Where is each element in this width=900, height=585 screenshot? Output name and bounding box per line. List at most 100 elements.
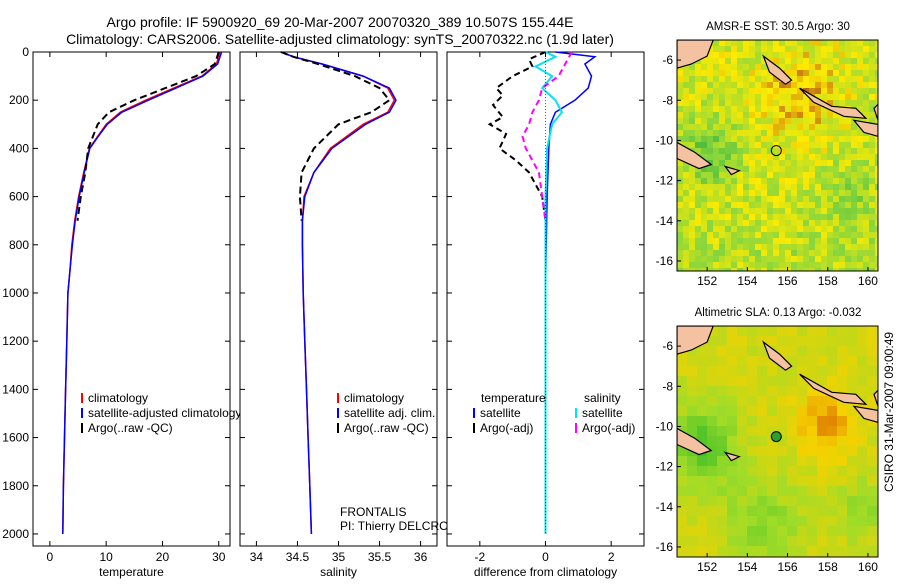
sst-cell (839, 238, 846, 245)
sla-cell (697, 476, 708, 487)
sst-cell (833, 250, 840, 257)
sla-cell (767, 356, 778, 367)
sst-cell (713, 256, 720, 263)
sst-cell (821, 64, 828, 71)
sla-cell (807, 556, 818, 557)
sst-cell (809, 118, 816, 125)
sst-cell (863, 178, 870, 185)
sst-cell (677, 112, 684, 119)
sst-cell (749, 142, 756, 149)
sst-land (799, 87, 868, 120)
sst-lat-tick-label: -14 (656, 214, 674, 228)
sla-cell (847, 466, 858, 477)
sst-cell (719, 160, 726, 167)
sla-cell (787, 346, 798, 357)
sla-cell (737, 406, 748, 417)
sla-cell (697, 396, 708, 407)
salinity-series-argo (280, 51, 391, 221)
sla-cell (717, 336, 728, 347)
sst-cell (821, 244, 828, 251)
sst-cell (869, 268, 876, 271)
sla-cell (687, 496, 698, 507)
sst-cell (779, 196, 786, 203)
sst-cell (695, 88, 702, 95)
sla-cell (857, 506, 868, 517)
sst-cell (719, 220, 726, 227)
sla-cell (797, 446, 808, 457)
sla-cell (827, 426, 838, 437)
sst-cell (731, 130, 738, 137)
sst-cell (791, 112, 798, 119)
sst-cell (749, 64, 756, 71)
sla-cell (787, 356, 798, 367)
sst-cell (827, 130, 834, 137)
sst-cell (725, 46, 732, 53)
sst-cell (821, 148, 828, 155)
sst-cell (701, 232, 708, 239)
sst-cell (731, 88, 738, 95)
sla-cell (797, 386, 808, 397)
sst-cell (827, 214, 834, 221)
sla-cell (777, 546, 788, 557)
sst-cell (803, 232, 810, 239)
sst-cell (689, 100, 696, 107)
sla-cell (857, 386, 868, 397)
sst-cell (689, 226, 696, 233)
sla-cell (687, 356, 698, 367)
sst-cell (689, 214, 696, 221)
sst-cell (815, 148, 822, 155)
sst-cell (857, 148, 864, 155)
sst-cell (869, 154, 876, 161)
sst-cell (815, 268, 822, 271)
sla-cell (847, 536, 858, 547)
sst-cell (737, 46, 744, 53)
sst-cell (719, 178, 726, 185)
sla-cell (677, 386, 688, 397)
sst-cell (875, 52, 878, 59)
sla-cell (877, 556, 878, 557)
sst-cell (761, 172, 768, 179)
sla-cell (687, 466, 698, 477)
sst-cell (713, 106, 720, 113)
sla-cell (787, 326, 798, 337)
sla-lat-tick-label: -6 (662, 339, 673, 353)
sst-cell (707, 214, 714, 221)
sst-cell (773, 160, 780, 167)
sst-cell (719, 70, 726, 77)
sla-cell (767, 546, 778, 557)
sst-cell (767, 220, 774, 227)
sst-cell (833, 64, 840, 71)
sst-cell (869, 220, 876, 227)
sst-cell (797, 64, 804, 71)
sst-cell (785, 130, 792, 137)
sst-cell (737, 142, 744, 149)
sst-cell (779, 58, 786, 65)
depth-tick-label: 400 (9, 141, 29, 155)
sla-cell (697, 496, 708, 507)
sla-lon-tick-label: 158 (818, 560, 838, 574)
sla-cell (787, 376, 798, 387)
sst-cell (785, 58, 792, 65)
sst-cell (833, 184, 840, 191)
sst-cell (695, 100, 702, 107)
sst-cell (827, 250, 834, 257)
sst-cell (773, 214, 780, 221)
sst-cell (713, 178, 720, 185)
sst-cell (737, 226, 744, 233)
sla-cell (697, 526, 708, 537)
sla-cell (767, 326, 778, 337)
sst-cell (869, 226, 876, 233)
sla-cell (867, 466, 878, 477)
sla-cell (867, 386, 878, 397)
sst-cell (827, 172, 834, 179)
sla-cell (867, 456, 878, 467)
sst-cell (791, 154, 798, 161)
depth-tick-label: 1200 (2, 334, 29, 348)
sla-cell (827, 376, 838, 387)
sst-cell (707, 112, 714, 119)
sst-cell (797, 52, 804, 59)
sst-cell (779, 268, 786, 271)
sla-cell (717, 516, 728, 527)
sla-cell (767, 366, 778, 377)
sst-cell (797, 100, 804, 107)
